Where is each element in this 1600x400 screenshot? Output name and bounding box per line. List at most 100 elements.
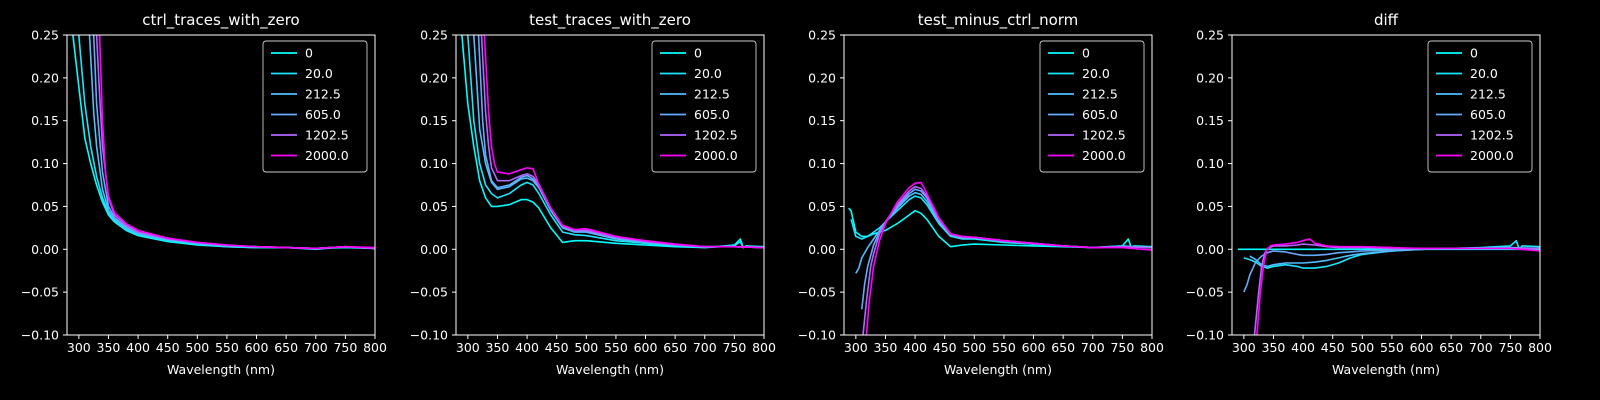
legend-label: 1202.5 (694, 128, 738, 143)
x-tick-label: 450 (545, 340, 569, 355)
x-tick-label: 800 (1140, 340, 1164, 355)
y-tick-label: 0.00 (420, 242, 448, 257)
x-tick-label: 600 (1022, 340, 1046, 355)
x-tick-label: 300 (844, 340, 868, 355)
x-tick-label: 400 (515, 340, 539, 355)
x-tick-label: 350 (1262, 340, 1286, 355)
chart-title: test_minus_ctrl_norm (918, 11, 1079, 30)
chart-title: ctrl_traces_with_zero (142, 11, 299, 30)
x-tick-label: 500 (1350, 340, 1374, 355)
chart-panel-2: 300 350 400 450 500 550 600 650 700 750 800 −0.10 −0… (410, 11, 776, 377)
y-tick-label: 0.20 (420, 70, 448, 85)
legend-label: 20.0 (1082, 66, 1110, 81)
x-tick-label: 550 (215, 340, 239, 355)
x-tick-label: 650 (663, 340, 687, 355)
x-axis-label: Wavelength (nm) (944, 362, 1052, 377)
legend-label: 20.0 (1470, 66, 1498, 81)
x-tick-label: 550 (992, 340, 1016, 355)
x-tick-label: 500 (962, 340, 986, 355)
legend-label: 0 (1470, 46, 1478, 61)
legend: 0 20.0 212.5 605.0 1202.5 2000.0 (262, 40, 368, 173)
legend-label: 605.0 (694, 107, 730, 122)
y-tick-label: 0.05 (420, 199, 448, 214)
series-line-20.0 (1243, 239, 1540, 269)
y-tick-label: 0.10 (1196, 156, 1224, 171)
x-tick-label: 300 (1232, 340, 1256, 355)
legend-label: 605.0 (1470, 107, 1506, 122)
x-tick-label: 600 (245, 340, 269, 355)
y-tick-label: 0.15 (1196, 113, 1224, 128)
x-tick-label: 800 (363, 340, 387, 355)
x-tick-label: 650 (274, 340, 298, 355)
y-tick-label: −0.05 (1186, 285, 1224, 300)
y-tick-label: 0.10 (420, 156, 448, 171)
legend-label: 0 (305, 46, 313, 61)
x-tick-label: 400 (903, 340, 927, 355)
x-axis-label: Wavelength (nm) (1332, 362, 1440, 377)
x-tick-label: 450 (1321, 340, 1345, 355)
legend-label: 0 (694, 46, 702, 61)
legend-label: 20.0 (694, 66, 722, 81)
x-tick-label: 750 (1498, 340, 1522, 355)
y-tick-label: 0.15 (31, 113, 59, 128)
x-tick-label: 550 (1380, 340, 1404, 355)
y-tick-label: 0.15 (420, 113, 448, 128)
x-tick-label: 300 (456, 340, 480, 355)
y-tick-label: −0.05 (798, 285, 836, 300)
chart-panel-4: 300 350 400 450 500 550 600 650 700 750 800 −0.10 −0… (1186, 11, 1552, 377)
series-line-2000.0 (483, 35, 764, 249)
x-tick-label: 750 (333, 340, 357, 355)
legend-label: 212.5 (1082, 87, 1118, 102)
x-tick-label: 400 (126, 340, 150, 355)
y-tick-label: −0.10 (21, 328, 59, 343)
axes-frame (455, 34, 765, 336)
x-tick-label: 350 (97, 340, 121, 355)
series-line-2000.0 (98, 35, 375, 250)
legend-label: 605.0 (1082, 107, 1118, 122)
legend-label: 1202.5 (305, 128, 349, 143)
x-tick-label: 350 (486, 340, 510, 355)
y-tick-label: 0.25 (1196, 28, 1224, 43)
x-tick-label: 800 (752, 340, 776, 355)
legend: 0 20.0 212.5 605.0 1202.5 2000.0 (1427, 40, 1533, 173)
series-line-20.0 (467, 35, 764, 249)
x-tick-label: 500 (185, 340, 209, 355)
x-tick-label: 600 (1410, 340, 1434, 355)
x-tick-label: 750 (722, 340, 746, 355)
x-tick-label: 650 (1439, 340, 1463, 355)
y-tick-label: 0.25 (31, 28, 59, 43)
legend-label: 1202.5 (1082, 128, 1126, 143)
y-tick-label: 0.20 (31, 70, 59, 85)
legend: 0 20.0 212.5 605.0 1202.5 2000.0 (1039, 40, 1145, 173)
y-tick-label: 0.25 (420, 28, 448, 43)
series-group (461, 35, 764, 249)
y-tick-label: −0.10 (410, 328, 448, 343)
y-tick-label: 0.20 (808, 70, 836, 85)
y-tick-label: 0.00 (808, 242, 836, 257)
x-tick-label: 750 (1110, 340, 1134, 355)
y-tick-label: −0.05 (410, 285, 448, 300)
axes-frame (1231, 34, 1541, 336)
series-line-2000.0 (1256, 238, 1540, 335)
y-tick-label: 0.20 (1196, 70, 1224, 85)
legend-label: 2000.0 (1470, 148, 1514, 163)
series-line-2000.0 (865, 181, 1152, 335)
x-tick-label: 700 (1081, 340, 1105, 355)
x-axis-label: Wavelength (nm) (167, 362, 275, 377)
x-tick-label: 400 (1291, 340, 1315, 355)
y-tick-label: 0.05 (1196, 199, 1224, 214)
series-group (848, 181, 1152, 335)
legend-label: 0 (1082, 46, 1090, 61)
x-tick-label: 650 (1051, 340, 1075, 355)
chart-panel-1: 300 350 400 450 500 550 600 650 700 750 800 −0.10 −0… (21, 11, 387, 377)
legend-label: 2000.0 (694, 148, 738, 163)
legend-label: 212.5 (694, 87, 730, 102)
axes-frame (843, 34, 1153, 336)
y-tick-label: 0.10 (31, 156, 59, 171)
x-tick-label: 700 (304, 340, 328, 355)
x-tick-label: 700 (1469, 340, 1493, 355)
y-tick-label: 0.00 (31, 242, 59, 257)
legend-label: 605.0 (305, 107, 341, 122)
legend-label: 20.0 (305, 66, 333, 81)
legend-label: 2000.0 (305, 148, 349, 163)
